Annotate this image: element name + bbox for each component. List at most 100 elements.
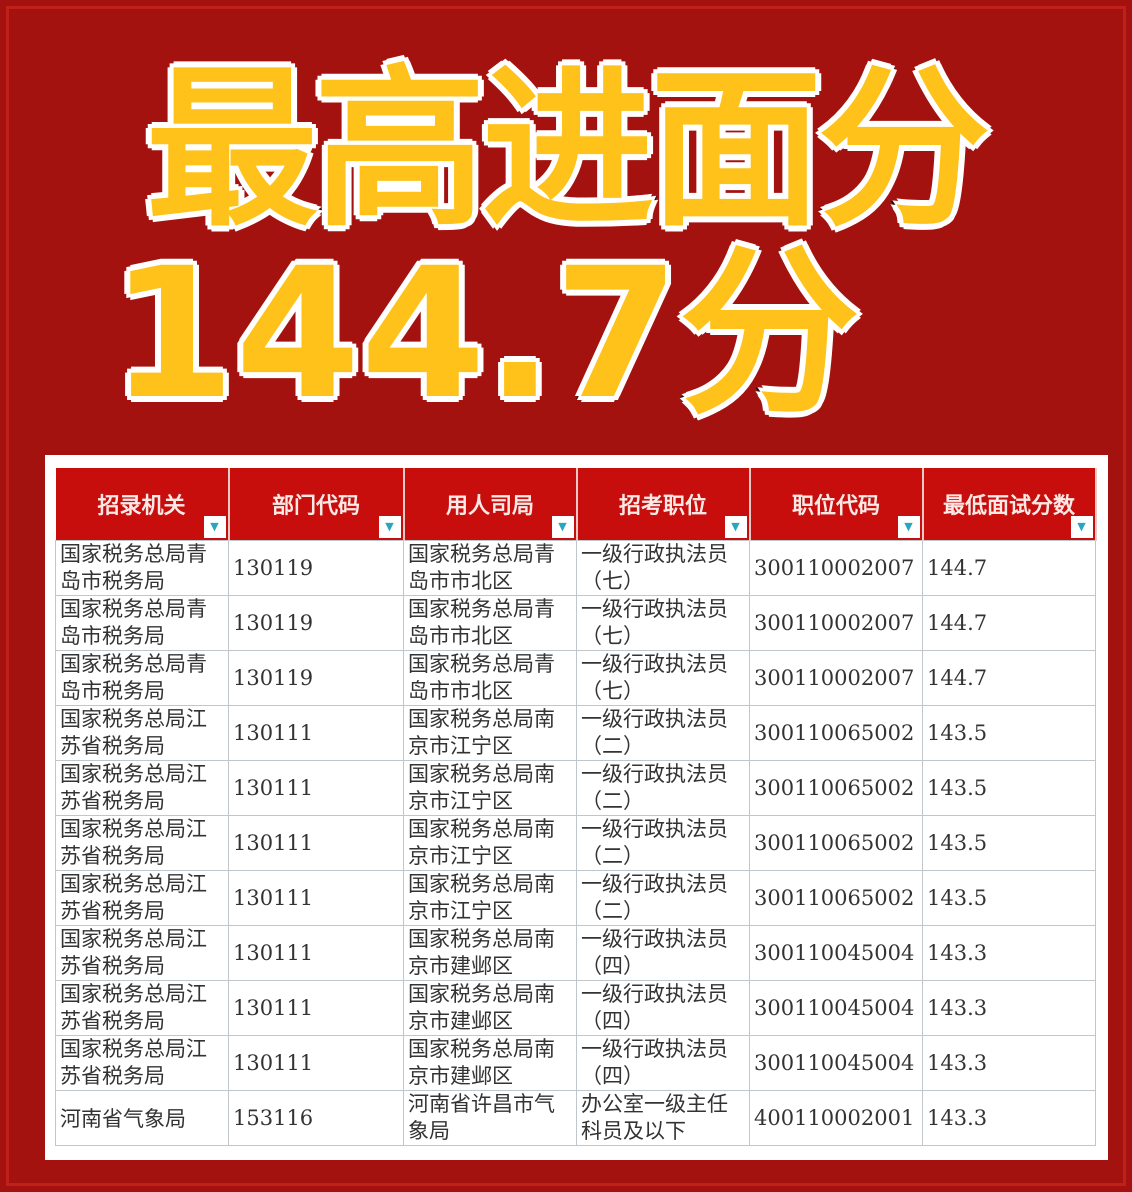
table-cell[interactable]: 国家税务总局青岛市市北区 [403, 650, 577, 706]
table-cell[interactable]: 一级行政执法员（七） [576, 540, 750, 596]
cell-text: 143.3 [927, 1051, 988, 1075]
table-cell[interactable]: 300110002007 [749, 650, 923, 706]
table-cell[interactable]: 300110045004 [749, 925, 923, 981]
table-cell[interactable]: 143.5 [922, 870, 1096, 926]
filter-dropdown-icon[interactable]: ▼ [203, 516, 226, 538]
table-cell[interactable]: 130119 [228, 540, 404, 596]
table-cell[interactable]: 130111 [228, 815, 404, 871]
cell-text: 130111 [233, 721, 314, 745]
table-cell[interactable]: 300110002007 [749, 595, 923, 651]
cell-text: 300110002007 [754, 611, 915, 635]
table-cell[interactable]: 153116 [228, 1090, 404, 1146]
column-header: 招考职位 ▼ [576, 468, 751, 541]
cell-text: 河南省许昌市气象局 [408, 1092, 555, 1143]
cell-text: 办公室一级主任科员及以下 [581, 1092, 728, 1143]
table-cell[interactable]: 130111 [228, 760, 404, 816]
table-cell[interactable]: 144.7 [922, 595, 1096, 651]
table-cell[interactable]: 办公室一级主任科员及以下 [576, 1090, 750, 1146]
cell-text: 300110002007 [754, 666, 915, 690]
cell-text: 国家税务总局青岛市市北区 [408, 542, 555, 593]
table-cell[interactable]: 300110065002 [749, 760, 923, 816]
filter-dropdown-icon[interactable]: ▼ [724, 516, 747, 538]
table-cell[interactable]: 300110045004 [749, 980, 923, 1036]
table-cell[interactable]: 130111 [228, 870, 404, 926]
table-row: 国家税务总局江苏省税务局 130111 国家税务总局南京市江宁区 一级行政执法员（二）… [55, 760, 1096, 816]
cell-text: 130111 [233, 776, 314, 800]
table-cell[interactable]: 国家税务总局江苏省税务局 [55, 705, 229, 761]
table-cell[interactable]: 国家税务总局南京市建邺区 [403, 1035, 577, 1091]
table-cell[interactable]: 300110065002 [749, 705, 923, 761]
table-cell[interactable]: 143.3 [922, 980, 1096, 1036]
table-cell[interactable]: 143.3 [922, 1090, 1096, 1146]
table-cell[interactable]: 130111 [228, 705, 404, 761]
table-cell[interactable]: 国家税务总局青岛市税务局 [55, 540, 229, 596]
table-cell[interactable]: 国家税务总局青岛市税务局 [55, 595, 229, 651]
table-cell[interactable]: 300110065002 [749, 870, 923, 926]
cell-text: 300110065002 [754, 721, 915, 745]
table-cell[interactable]: 国家税务总局江苏省税务局 [55, 870, 229, 926]
table-cell[interactable]: 国家税务总局南京市江宁区 [403, 815, 577, 871]
table-cell[interactable]: 一级行政执法员（七） [576, 595, 750, 651]
table-cell[interactable]: 一级行政执法员（四） [576, 1035, 750, 1091]
table-cell[interactable]: 130119 [228, 650, 404, 706]
table-row: 国家税务总局青岛市税务局 130119 国家税务总局青岛市市北区 一级行政执法员（七）… [55, 595, 1096, 651]
table-cell[interactable]: 国家税务总局南京市江宁区 [403, 870, 577, 926]
table-cell[interactable]: 300110002007 [749, 540, 923, 596]
cell-text: 国家税务总局江苏省税务局 [60, 817, 207, 868]
table-cell[interactable]: 国家税务总局南京市江宁区 [403, 760, 577, 816]
filter-dropdown-icon[interactable]: ▼ [897, 516, 920, 538]
filter-dropdown-icon[interactable]: ▼ [551, 516, 574, 538]
table-cell[interactable]: 一级行政执法员（二） [576, 760, 750, 816]
column-header-label: 招录机关 [97, 493, 186, 519]
table-cell[interactable]: 144.7 [922, 540, 1096, 596]
table-cell[interactable]: 国家税务总局南京市建邺区 [403, 980, 577, 1036]
table-row: 国家税务总局江苏省税务局 130111 国家税务总局南京市建邺区 一级行政执法员（四）… [55, 980, 1096, 1036]
table-cell[interactable]: 国家税务总局青岛市市北区 [403, 540, 577, 596]
cell-text: 300110045004 [754, 996, 915, 1020]
table-cell[interactable]: 国家税务总局江苏省税务局 [55, 760, 229, 816]
table-cell[interactable]: 国家税务总局南京市江宁区 [403, 705, 577, 761]
table-cell[interactable]: 一级行政执法员（四） [576, 925, 750, 981]
table-cell[interactable]: 一级行政执法员（二） [576, 870, 750, 926]
table-cell[interactable]: 国家税务总局江苏省税务局 [55, 925, 229, 981]
table-cell[interactable]: 河南省气象局 [55, 1090, 229, 1146]
cell-text: 143.3 [927, 996, 988, 1020]
table-row: 国家税务总局江苏省税务局 130111 国家税务总局南京市江宁区 一级行政执法员（二）… [55, 870, 1096, 926]
filter-dropdown-icon[interactable]: ▼ [378, 516, 401, 538]
table-row: 国家税务总局青岛市税务局 130119 国家税务总局青岛市市北区 一级行政执法员（七）… [55, 650, 1096, 706]
table-cell[interactable]: 一级行政执法员（二） [576, 705, 750, 761]
table-cell[interactable]: 国家税务总局江苏省税务局 [55, 815, 229, 871]
table-row: 国家税务总局青岛市税务局 130119 国家税务总局青岛市市北区 一级行政执法员（七）… [55, 540, 1096, 596]
table-cell[interactable]: 河南省许昌市气象局 [403, 1090, 577, 1146]
table-cell[interactable]: 一级行政执法员（四） [576, 980, 750, 1036]
table-cell[interactable]: 国家税务总局江苏省税务局 [55, 980, 229, 1036]
table-row: 国家税务总局江苏省税务局 130111 国家税务总局南京市江宁区 一级行政执法员（二）… [55, 705, 1096, 761]
filter-dropdown-icon[interactable]: ▼ [1070, 516, 1093, 538]
table-cell[interactable]: 国家税务总局青岛市税务局 [55, 650, 229, 706]
table-cell[interactable]: 国家税务总局江苏省税务局 [55, 1035, 229, 1091]
table-cell[interactable]: 国家税务总局南京市建邺区 [403, 925, 577, 981]
score-table: 招录机关 ▼ 部门代码 ▼ 用人司局 ▼ 招考职位 ▼ 职位代码 ▼ 最低面试分数 ▼ 国家税务总局青… [55, 468, 1097, 1146]
table-cell[interactable]: 一级行政执法员（七） [576, 650, 750, 706]
table-cell[interactable]: 143.3 [922, 925, 1096, 981]
table-cell[interactable]: 一级行政执法员（二） [576, 815, 750, 871]
table-cell[interactable]: 143.5 [922, 760, 1096, 816]
table-cell[interactable]: 130111 [228, 980, 404, 1036]
table-cell[interactable]: 130111 [228, 1035, 404, 1091]
cell-text: 300110045004 [754, 941, 915, 965]
table-cell[interactable]: 400110002001 [749, 1090, 923, 1146]
cell-text: 143.5 [927, 831, 988, 855]
table-cell[interactable]: 143.5 [922, 705, 1096, 761]
cell-text: 国家税务总局江苏省税务局 [60, 707, 207, 758]
table-cell[interactable]: 300110065002 [749, 815, 923, 871]
cell-text: 一级行政执法员（七） [581, 542, 728, 593]
table-cell[interactable]: 130119 [228, 595, 404, 651]
table-cell[interactable]: 300110045004 [749, 1035, 923, 1091]
table-cell[interactable]: 143.3 [922, 1035, 1096, 1091]
table-cell[interactable]: 130111 [228, 925, 404, 981]
table-cell[interactable]: 144.7 [922, 650, 1096, 706]
table-cell[interactable]: 国家税务总局青岛市市北区 [403, 595, 577, 651]
cell-text: 国家税务总局南京市建邺区 [408, 982, 555, 1033]
cell-text: 130111 [233, 996, 314, 1020]
table-cell[interactable]: 143.5 [922, 815, 1096, 871]
